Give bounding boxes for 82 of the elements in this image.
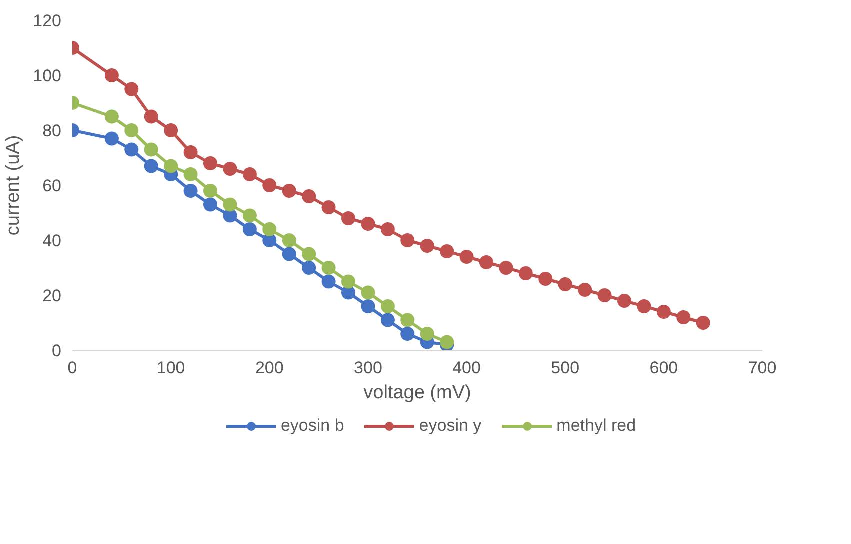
x-tick-label: 700 [748, 358, 777, 378]
y-tick-label: 100 [33, 66, 62, 86]
point [302, 190, 316, 204]
y-tick-label: 60 [42, 176, 62, 196]
point [342, 212, 356, 226]
point [144, 159, 158, 174]
point [104, 132, 119, 146]
point [676, 310, 691, 324]
x-axis-title: voltage (mV) [364, 382, 472, 404]
point [204, 156, 218, 170]
point [440, 244, 454, 258]
x-tick-label: 200 [255, 358, 284, 378]
point [262, 222, 277, 236]
point [578, 283, 592, 297]
point [342, 274, 356, 289]
point [322, 274, 336, 289]
point [164, 124, 178, 138]
point [282, 184, 296, 198]
point [124, 82, 139, 96]
point [242, 208, 257, 223]
point [696, 316, 710, 330]
point [420, 327, 434, 341]
point [361, 300, 376, 314]
x-tick-label: 600 [650, 358, 678, 378]
point [282, 234, 296, 248]
x-tick-label: 500 [551, 358, 580, 378]
point [440, 335, 454, 350]
point [164, 159, 178, 174]
point [302, 261, 316, 275]
point [420, 239, 434, 253]
point [618, 294, 632, 308]
point [282, 247, 296, 262]
point [104, 110, 119, 124]
point [400, 327, 415, 341]
point [380, 313, 395, 328]
point [656, 305, 671, 319]
point [361, 217, 376, 231]
point [380, 300, 395, 314]
legend-label: eyosin y [419, 416, 482, 436]
point [558, 278, 572, 292]
point [342, 286, 356, 300]
point [223, 198, 238, 212]
point [302, 247, 316, 262]
point [380, 222, 395, 236]
point [361, 286, 376, 300]
point [223, 162, 238, 176]
x-tick-label: 100 [156, 358, 186, 378]
point [400, 234, 415, 248]
y-tick-label: 40 [42, 232, 62, 250]
point [124, 142, 139, 157]
point [204, 198, 218, 212]
point [184, 168, 198, 182]
legend-label: methyl red [556, 416, 636, 436]
y-tick-label: 0 [52, 342, 62, 360]
point [518, 266, 533, 280]
point [144, 142, 158, 157]
point [322, 200, 336, 214]
point [124, 124, 139, 138]
point [184, 184, 198, 198]
point [104, 68, 119, 82]
point [460, 250, 474, 264]
x-tick-label: 0 [68, 358, 78, 378]
point [538, 272, 553, 286]
x-tick-label: 400 [452, 358, 481, 378]
point [322, 261, 336, 275]
x-tick-label: 300 [354, 358, 382, 378]
point [400, 313, 415, 328]
point [184, 146, 198, 160]
point [144, 110, 158, 124]
point [262, 178, 277, 192]
legend-label: eyosin b [280, 416, 344, 436]
point [598, 288, 612, 302]
point [242, 222, 257, 236]
point [242, 168, 257, 182]
point [637, 300, 652, 314]
y-tick-label: 80 [42, 122, 62, 140]
y-axis-title: current (uA) [3, 135, 24, 236]
y-tick-label: 120 [33, 12, 62, 30]
y-tick-label: 20 [42, 286, 62, 306]
point [204, 184, 218, 198]
point [499, 261, 514, 275]
point [480, 256, 494, 270]
